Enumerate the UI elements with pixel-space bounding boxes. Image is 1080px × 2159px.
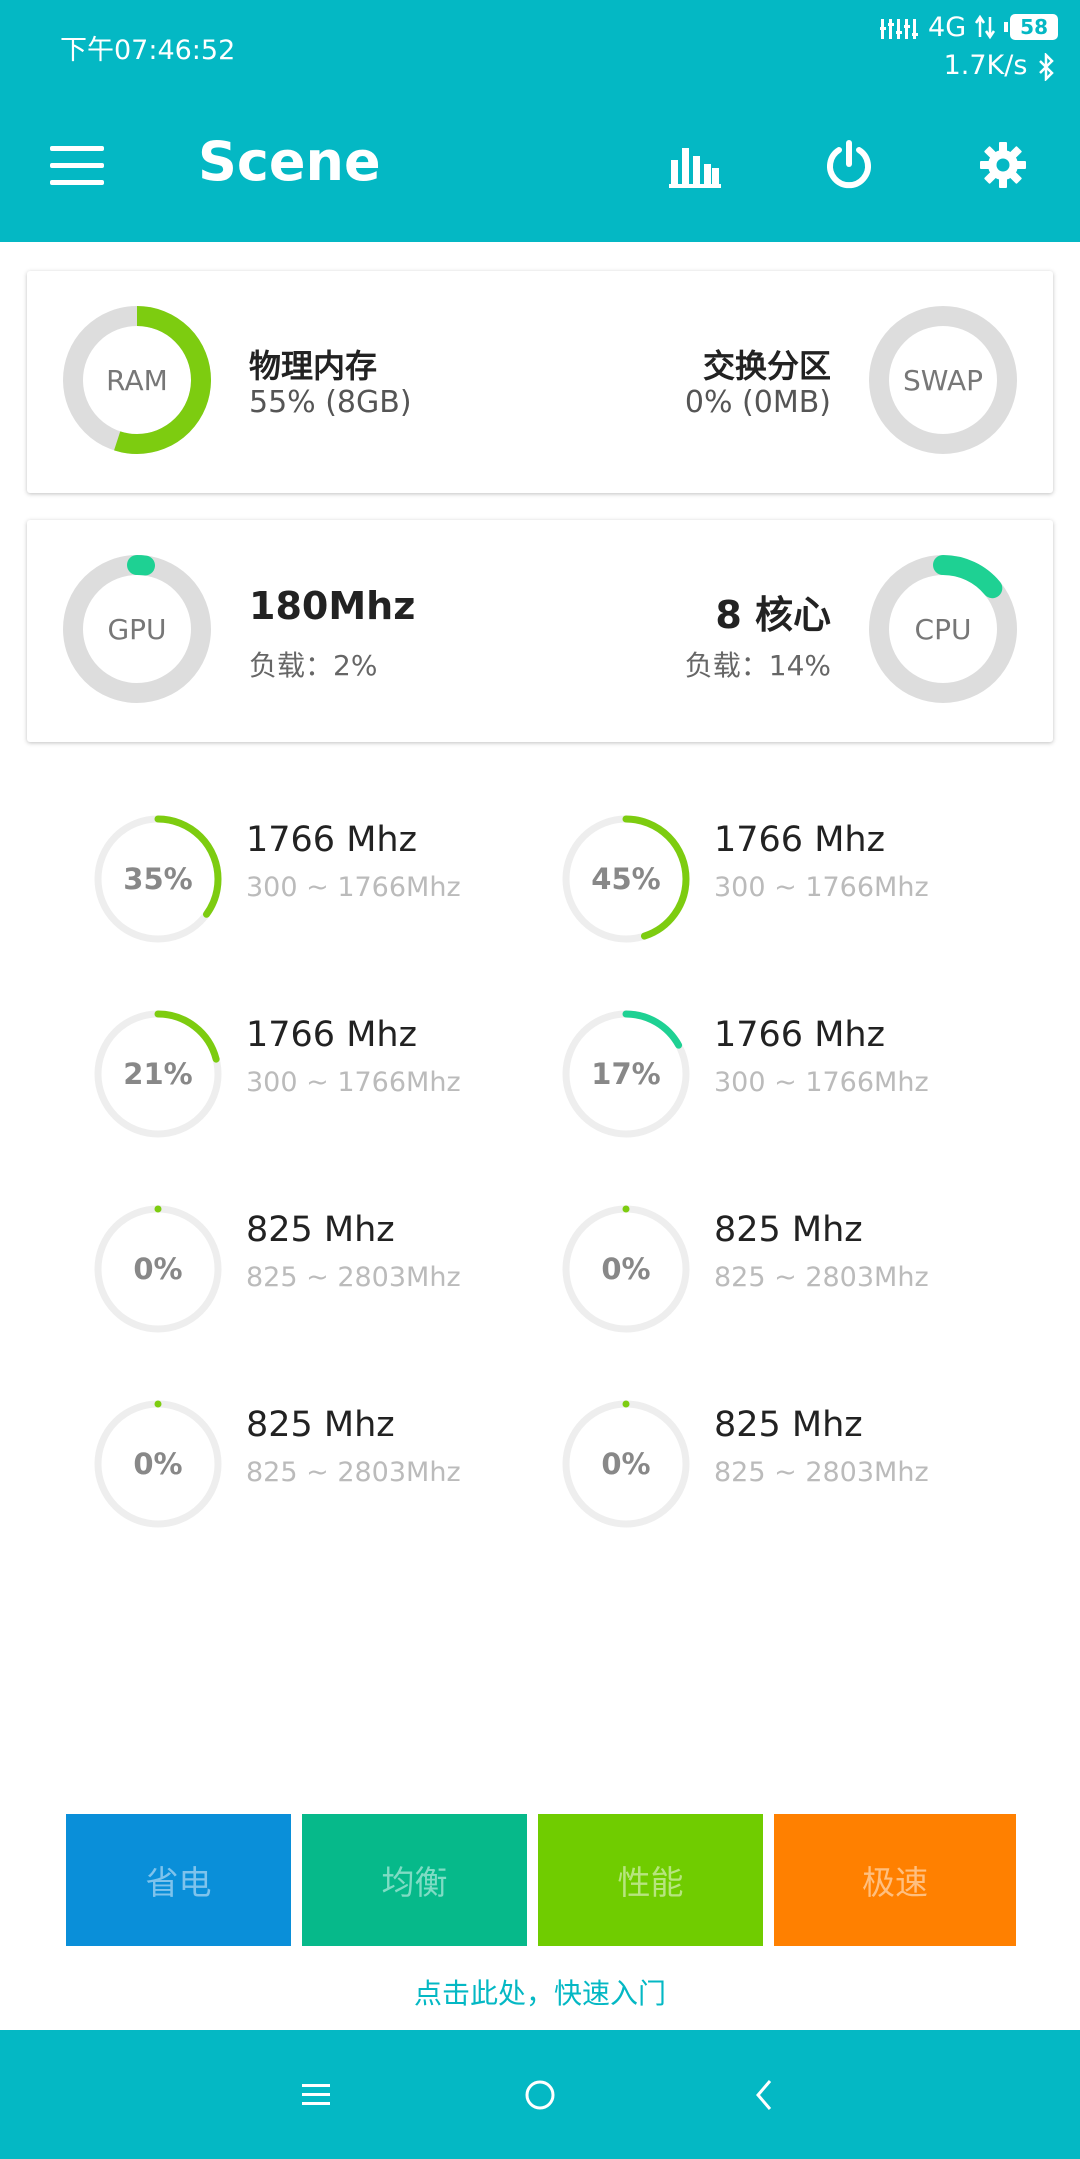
core-percent: 35% [123,862,193,896]
cpu-load-arc [869,555,1017,703]
mode-balanced-button[interactable]: 均衡 [302,1814,527,1946]
cpu-core-item: 21% 1766 Mhz 300 ~ 1766Mhz [88,995,568,1145]
core-load-arc [94,815,222,943]
cpu-core-item: 45% 1766 Mhz 300 ~ 1766Mhz [556,800,1036,950]
processor-card[interactable]: GPU 180Mhz 负载：2% 8 核心 负载：14% CPU [27,520,1053,742]
core-range: 825 ~ 2803Mhz [714,1262,929,1293]
core-load-arc [562,1205,690,1333]
cpu-core-item: 0% 825 Mhz 825 ~ 2803Mhz [556,1190,1036,1340]
quick-start-link[interactable]: 点击此处，快速入门 [413,1977,666,2010]
core-percent: 45% [591,862,661,896]
cpu-core-item: 0% 825 Mhz 825 ~ 2803Mhz [88,1385,568,1535]
ram-value: 55% (8GB) [249,385,412,420]
navigation-bar [0,2030,1080,2159]
core-percent: 0% [133,1447,183,1481]
cpu-core-item: 0% 825 Mhz 825 ~ 2803Mhz [88,1190,568,1340]
power-icon[interactable] [816,132,882,198]
core-frequency: 1766 Mhz [246,820,417,860]
network-speed: 1.7K/s [943,50,1028,81]
core-percent: 21% [123,1057,193,1091]
app-bar: Scene [0,90,1080,242]
core-gauge: 0% [556,1199,696,1339]
ram-label: RAM [106,363,168,397]
swap-gauge: SWAP [868,305,1018,455]
core-percent: 0% [601,1252,651,1286]
core-frequency: 825 Mhz [714,1210,863,1250]
gpu-gauge: GPU [62,554,212,704]
signal-icon [880,19,919,39]
core-gauge: 17% [556,1004,696,1144]
core-percent: 17% [591,1057,661,1091]
swap-value: 0% (0MB) [684,385,831,420]
mode-buttons: 省电 均衡 性能 极速 [66,1814,1016,1946]
status-time: 下午07:46:52 [60,35,236,66]
core-range: 300 ~ 1766Mhz [246,872,461,903]
home-icon[interactable] [505,2060,575,2130]
core-frequency: 1766 Mhz [246,1015,417,1055]
core-gauge: 0% [556,1394,696,1534]
ram-usage-arc [63,306,211,454]
swap-label: SWAP [903,363,983,397]
menu-icon[interactable] [50,146,104,186]
gear-icon[interactable] [970,132,1036,198]
bar-chart-icon[interactable] [662,132,728,198]
core-range: 825 ~ 2803Mhz [246,1457,461,1488]
gpu-frequency: 180Mhz [249,584,416,628]
core-load-arc [94,1010,222,1138]
cpu-core-item: 17% 1766 Mhz 300 ~ 1766Mhz [556,995,1036,1145]
core-load-arc [562,815,690,943]
network-type: 4G [928,11,967,43]
core-frequency: 825 Mhz [246,1405,395,1445]
recents-icon[interactable] [281,2060,351,2130]
core-range: 300 ~ 1766Mhz [714,1067,929,1098]
cpu-core-item: 35% 1766 Mhz 300 ~ 1766Mhz [88,800,568,950]
data-arrows-icon [975,14,996,40]
status-bar: 下午07:46:52 4G 58 [0,0,1080,90]
mode-fast-button[interactable]: 极速 [774,1814,1016,1946]
core-gauge: 45% [556,809,696,949]
core-gauge: 21% [88,1004,228,1144]
battery-icon: 58 [1004,14,1058,40]
memory-card[interactable]: RAM 物理内存 55% (8GB) 交换分区 0% (0MB) SWAP [27,271,1053,493]
core-load-arc [562,1400,690,1528]
ram-gauge: RAM [62,305,212,455]
core-range: 825 ~ 2803Mhz [246,1262,461,1293]
core-gauge: 0% [88,1199,228,1339]
core-load-arc [94,1205,222,1333]
swap-title: 交换分区 [702,347,831,385]
ram-title: 物理内存 [249,347,378,385]
gpu-load: 负载：2% [249,649,378,682]
app-title: Scene [198,130,381,193]
core-frequency: 825 Mhz [246,1210,395,1250]
core-gauge: 0% [88,1394,228,1534]
gpu-load-arc [63,555,211,703]
core-frequency: 825 Mhz [714,1405,863,1445]
core-load-arc [562,1010,690,1138]
core-frequency: 1766 Mhz [714,1015,885,1055]
core-percent: 0% [133,1252,183,1286]
core-range: 825 ~ 2803Mhz [714,1457,929,1488]
cpu-core-item: 0% 825 Mhz 825 ~ 2803Mhz [556,1385,1036,1535]
status-indicators: 4G 58 1.7K/s [880,8,1058,86]
cpu-load: 负载：14% [684,649,831,682]
core-frequency: 1766 Mhz [714,820,885,860]
mode-power-saving-button[interactable]: 省电 [66,1814,291,1946]
core-percent: 0% [601,1447,651,1481]
core-range: 300 ~ 1766Mhz [246,1067,461,1098]
cpu-label: CPU [914,612,972,646]
core-load-arc [94,1400,222,1528]
gpu-label: GPU [107,612,167,646]
cpu-cores: 8 核心 [715,593,831,637]
battery-level: 58 [1010,14,1058,40]
bluetooth-icon [1039,51,1054,82]
cpu-gauge: CPU [868,554,1018,704]
core-gauge: 35% [88,809,228,949]
core-range: 300 ~ 1766Mhz [714,872,929,903]
back-icon[interactable] [729,2060,799,2130]
mode-performance-button[interactable]: 性能 [538,1814,763,1946]
